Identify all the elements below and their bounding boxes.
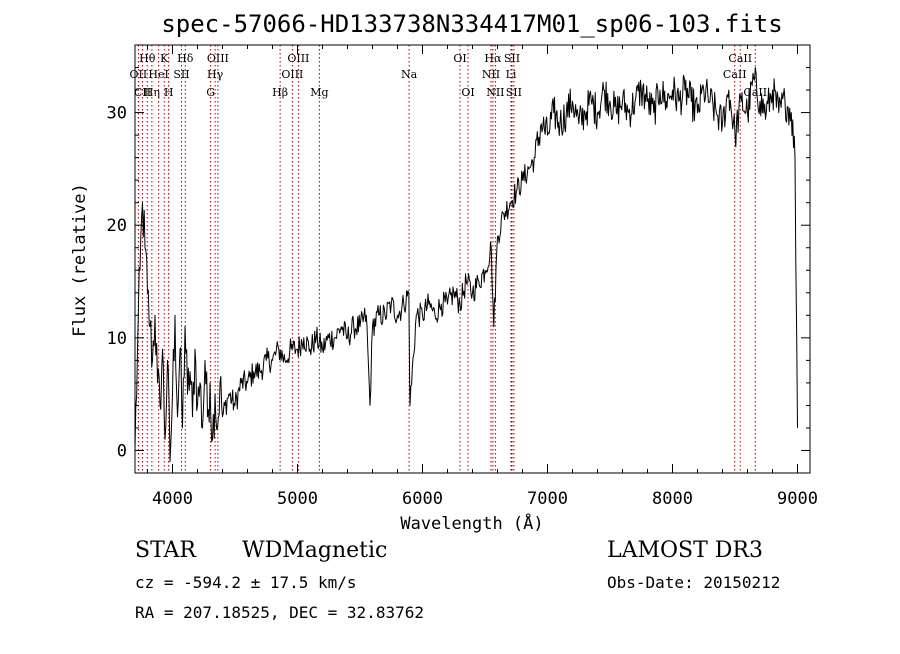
line-marker-label-7: Hη	[144, 86, 160, 99]
line-marker-label-3: OII	[130, 68, 148, 81]
x-tick-label-3: 7000	[527, 489, 568, 509]
line-marker-label-25: CaII	[728, 52, 752, 65]
x-tick-label-5: 9000	[777, 489, 818, 509]
line-marker-label-23: Li	[506, 68, 517, 81]
redshift-velocity: cz = -594.2 ± 17.5 km/s	[135, 573, 357, 592]
y-tick-label-3: 30	[107, 104, 127, 124]
line-marker-label-13: OIII	[281, 68, 303, 81]
line-marker-label-16: Na	[401, 68, 418, 81]
y-axis: 0 10 20 30	[107, 44, 810, 474]
spectrum-series	[134, 67, 798, 463]
ra-dec-coordinates: RA = 207.18525, DEC = 32.83762	[135, 603, 424, 622]
line-marker-label-14: Hβ	[272, 86, 288, 99]
x-axis: 4000 5000 6000 7000 8000 9000	[147, 45, 818, 509]
line-marker-label-1: K	[160, 52, 169, 65]
x-tick-label-1: 5000	[277, 489, 318, 509]
line-marker-label-27: CaII	[743, 86, 767, 99]
chart-title: spec-57066-HD133738N334417M01_sp06-103.f…	[161, 10, 782, 38]
observation-date: Obs-Date: 20150212	[607, 573, 781, 592]
line-marker-label-6: CII	[134, 86, 151, 99]
x-tick-label-0: 4000	[152, 489, 193, 509]
line-marker-label-0: Hθ	[139, 52, 156, 65]
x-axis-label: Wavelength (Å)	[400, 512, 543, 534]
y-tick-label-0: 0	[117, 441, 127, 461]
line-marker-label-11: G	[206, 86, 215, 99]
line-marker-label-22: SII	[504, 52, 520, 65]
line-marker-label-2: Hδ	[177, 52, 194, 65]
line-marker-label-26: CaII	[723, 68, 747, 81]
plot-frame	[134, 44, 811, 474]
object-class: STAR	[135, 538, 196, 563]
line-marker-label-12: OIII	[287, 52, 309, 65]
spectrum-line	[134, 67, 798, 463]
line-marker-label-21: NII	[486, 86, 504, 99]
line-marker-label-18: OI	[461, 86, 474, 99]
object-subclass: WDMagnetic	[242, 538, 388, 563]
x-tick-label-2: 6000	[402, 489, 443, 509]
line-marker-label-15: Mg	[310, 86, 328, 99]
line-marker-label-8: H	[164, 86, 174, 99]
line-marker-label-20: NII	[482, 68, 500, 81]
line-marker-label-4: HeI	[148, 68, 168, 81]
y-tick-label-1: 10	[107, 329, 127, 349]
line-marker-label-5: SII	[173, 68, 189, 81]
y-tick-label-2: 20	[107, 216, 127, 236]
x-tick-label-4: 8000	[652, 489, 693, 509]
y-axis-label: Flux (relative)	[70, 183, 90, 337]
line-marker-label-9: OIII	[207, 52, 229, 65]
survey-release: LAMOST DR3	[607, 538, 763, 563]
line-marker-label-24: SII	[506, 86, 522, 99]
line-marker-label-19: Hα	[484, 52, 502, 65]
line-marker-label-10: Hγ	[207, 68, 224, 81]
line-marker-label-17: OI	[453, 52, 466, 65]
